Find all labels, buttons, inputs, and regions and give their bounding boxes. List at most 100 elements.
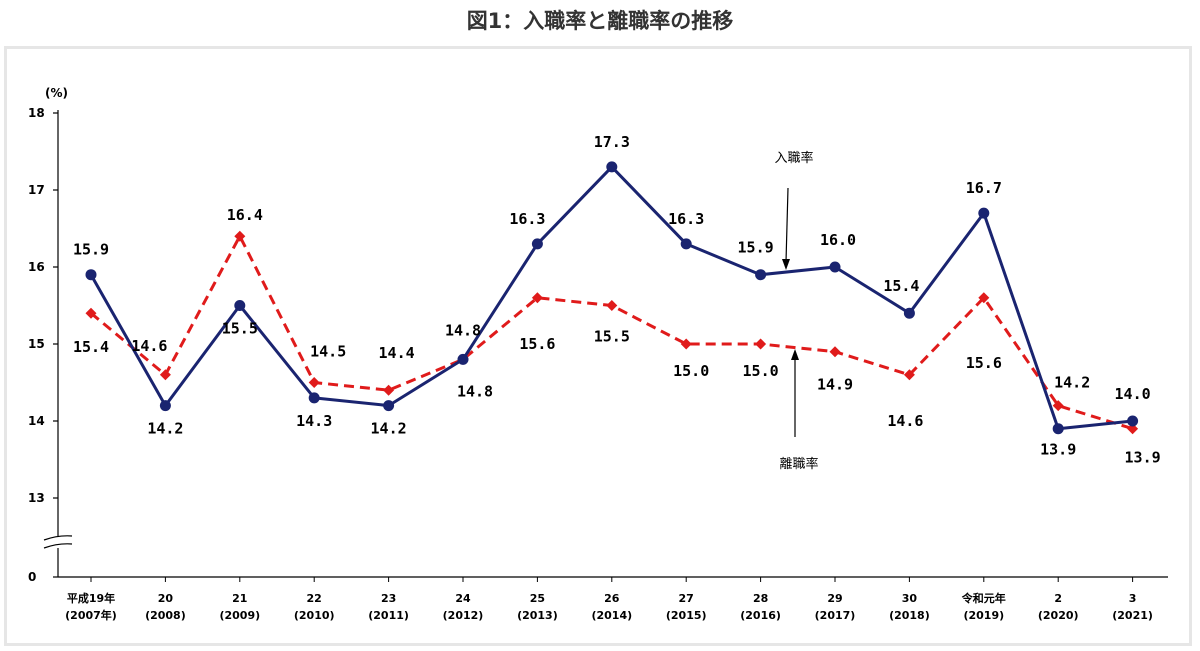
data-point-rishoku — [978, 292, 990, 304]
data-label-nyushoku: 14.3 — [296, 412, 332, 430]
data-label-rishoku: 13.9 — [1125, 449, 1161, 467]
x-tick-label-year: (2009) — [219, 609, 260, 622]
x-tick-label-year: (2015) — [666, 609, 707, 622]
x-tick-label-year: (2017) — [815, 609, 856, 622]
data-point-nyushoku — [159, 400, 171, 412]
data-label-nyushoku: 17.3 — [594, 133, 630, 151]
data-label-nyushoku: 14.2 — [147, 420, 183, 438]
data-point-nyushoku — [1127, 415, 1139, 427]
data-label-nyushoku: 15.4 — [883, 277, 919, 295]
x-tick-label-year: (2012) — [443, 609, 484, 622]
x-tick-label-year: (2014) — [591, 609, 632, 622]
data-point-rishoku — [606, 300, 618, 311]
data-label-rishoku: 15.0 — [673, 362, 709, 380]
x-tick-label-year: (2021) — [1112, 609, 1153, 622]
y-tick-label: 17 — [28, 183, 45, 197]
x-tick-label-year: (2018) — [889, 609, 930, 622]
data-label-rishoku: 14.4 — [379, 344, 415, 362]
data-label-nyushoku: 14.8 — [445, 321, 481, 339]
axis-break-mark — [43, 543, 73, 549]
annotation-arrowhead-rishoku — [791, 349, 799, 360]
data-point-rishoku — [755, 338, 767, 350]
data-label-rishoku: 14.9 — [817, 376, 853, 394]
axis-break-mark — [43, 535, 73, 541]
data-label-rishoku: 14.6 — [887, 412, 923, 430]
data-point-rishoku — [680, 338, 692, 350]
data-point-nyushoku — [85, 269, 97, 281]
data-label-rishoku: 14.8 — [457, 382, 493, 400]
data-point-nyushoku — [383, 400, 395, 412]
x-tick-label-year: (2013) — [517, 609, 558, 622]
data-label-nyushoku: 15.9 — [738, 239, 774, 257]
data-label-rishoku: 15.0 — [743, 362, 779, 380]
data-point-nyushoku — [903, 307, 915, 319]
x-tick-label: 25 — [530, 592, 545, 605]
x-tick-label: 24 — [455, 592, 471, 605]
data-label-nyushoku: 16.3 — [668, 210, 704, 228]
x-tick-label-year: (2019) — [963, 609, 1004, 622]
x-tick-label: 3 — [1129, 592, 1137, 605]
data-point-rishoku — [85, 307, 97, 319]
data-point-nyushoku — [1052, 423, 1064, 435]
data-point-nyushoku — [531, 238, 543, 250]
x-tick-label-year: (2010) — [294, 609, 335, 622]
data-point-nyushoku — [308, 392, 320, 404]
x-tick-label: 26 — [604, 592, 620, 605]
data-label-rishoku: 16.4 — [227, 206, 263, 224]
y-tick-label: 0 — [28, 570, 36, 584]
x-tick-label: 30 — [902, 592, 918, 605]
data-point-rishoku — [903, 369, 915, 381]
data-point-nyushoku — [457, 353, 469, 365]
data-label-nyushoku: 16.7 — [966, 179, 1002, 197]
x-tick-label: 20 — [158, 592, 174, 605]
x-tick-label-year: (2011) — [368, 609, 409, 622]
data-point-rishoku — [1052, 400, 1064, 412]
data-label-rishoku: 14.5 — [310, 343, 346, 361]
data-point-nyushoku — [234, 300, 246, 311]
annotation-arrow-nyushoku — [785, 187, 789, 263]
data-label-rishoku: 14.6 — [131, 337, 167, 355]
y-tick-label: 16 — [28, 260, 45, 274]
data-point-nyushoku — [606, 161, 618, 173]
data-point-rishoku — [383, 384, 395, 396]
x-tick-label: 2 — [1054, 592, 1062, 605]
data-point-nyushoku — [829, 261, 841, 273]
data-label-nyushoku: 16.3 — [509, 210, 545, 228]
figure-title: 図1：入職率と離職率の推移 — [466, 9, 734, 33]
data-point-rishoku — [234, 230, 246, 242]
data-label-nyushoku: 13.9 — [1040, 441, 1076, 459]
x-tick-label: 22 — [307, 592, 322, 605]
y-tick-label: 18 — [28, 106, 45, 120]
x-tick-label: 令和元年 — [961, 591, 1006, 605]
data-label-nyushoku: 15.5 — [222, 320, 258, 338]
data-point-nyushoku — [978, 207, 990, 219]
data-label-nyushoku: 15.9 — [73, 241, 109, 259]
x-tick-label: 29 — [827, 592, 842, 605]
data-label-rishoku: 15.6 — [966, 354, 1002, 372]
data-label-nyushoku: 14.0 — [1115, 385, 1151, 403]
x-tick-label: 28 — [753, 592, 768, 605]
data-point-rishoku — [159, 369, 171, 381]
x-tick-label-year: (2016) — [740, 609, 781, 622]
data-label-nyushoku: 16.0 — [820, 231, 856, 249]
y-tick-label: 14 — [28, 414, 45, 428]
data-point-rishoku — [1127, 423, 1139, 435]
data-label-rishoku: 14.2 — [1054, 374, 1090, 392]
y-tick-label: 13 — [28, 491, 45, 505]
x-tick-label: 平成19年 — [67, 591, 115, 605]
data-point-nyushoku — [680, 238, 692, 250]
x-tick-label: 23 — [381, 592, 396, 605]
data-label-rishoku: 15.5 — [594, 328, 630, 346]
data-point-rishoku — [531, 292, 543, 304]
x-tick-label-year: (2008) — [145, 609, 186, 622]
y-tick-label: 15 — [28, 337, 45, 351]
chart-frame — [4, 46, 1192, 646]
data-point-nyushoku — [755, 269, 767, 281]
y-axis-unit: (%) — [45, 86, 68, 100]
annotation-rishoku: 離職率 — [779, 456, 818, 472]
x-tick-label-year: (2007年) — [65, 608, 117, 622]
x-tick-label: 21 — [232, 592, 247, 605]
data-point-rishoku — [829, 346, 841, 358]
